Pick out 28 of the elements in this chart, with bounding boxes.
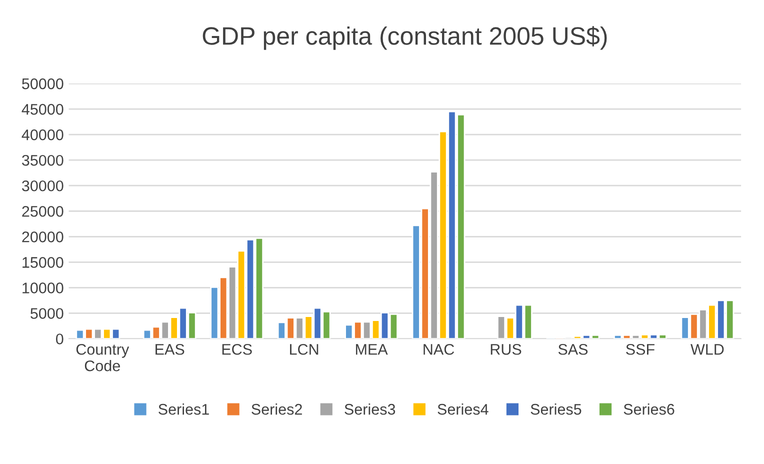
x-tick-label: RUS bbox=[490, 344, 522, 355]
legend-label: Series5 bbox=[530, 404, 582, 415]
y-tick-label: 20000 bbox=[22, 232, 64, 242]
x-tick-label: SAS bbox=[558, 344, 588, 355]
x-tick-label: WLD bbox=[690, 344, 724, 355]
legend-label: Series1 bbox=[158, 404, 209, 415]
legend-label: Series2 bbox=[252, 404, 302, 415]
x-tick-label: ECS bbox=[222, 344, 252, 355]
legend-label: Series4 bbox=[438, 404, 488, 415]
legend-label: Series3 bbox=[344, 404, 396, 415]
x-tick-label: LCN bbox=[290, 344, 318, 355]
y-tick-label: 15000 bbox=[22, 257, 64, 268]
y-tick-label: 5000 bbox=[30, 308, 64, 319]
y-tick-label: 25000 bbox=[22, 206, 64, 217]
x-tick-label: EAS bbox=[156, 344, 184, 355]
y-tick-label: 35000 bbox=[22, 154, 64, 166]
chart-title: GDP per capita (constant 2005 US$) bbox=[202, 26, 607, 50]
y-tick-label: 0 bbox=[56, 334, 64, 344]
y-tick-label: 40000 bbox=[22, 129, 64, 140]
y-tick-label: 30000 bbox=[22, 180, 64, 192]
x-tick-label: MEA bbox=[356, 344, 388, 355]
legend-label: Series6 bbox=[624, 404, 674, 415]
y-tick-label: 50000 bbox=[22, 78, 64, 90]
y-tick-label: 45000 bbox=[22, 104, 64, 115]
x-tick-label: NAC bbox=[424, 344, 454, 355]
y-tick-label: 10000 bbox=[22, 282, 64, 294]
x-tick-label: Country Code bbox=[76, 344, 130, 372]
x-tick-label: SSF bbox=[626, 344, 654, 355]
